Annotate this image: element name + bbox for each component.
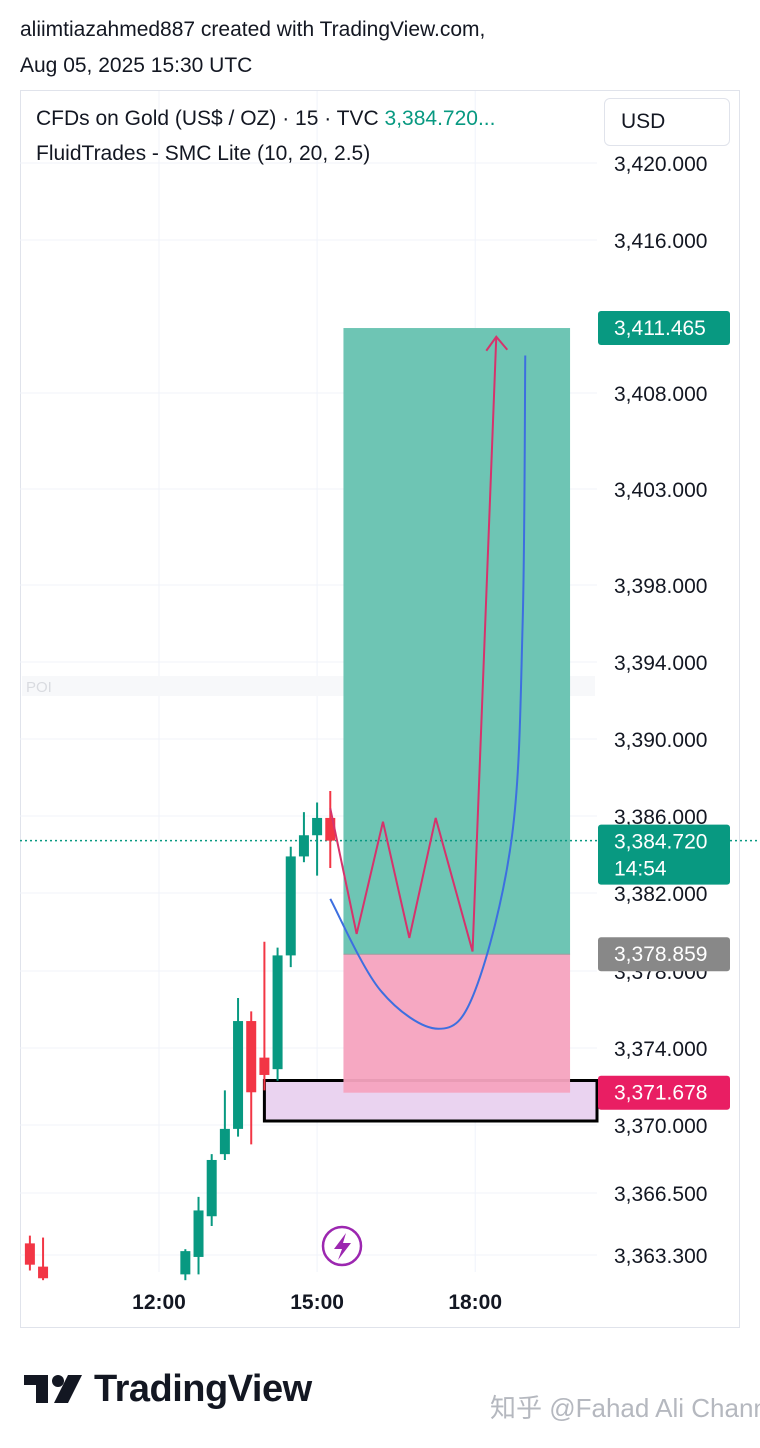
y-tick-label: 3,408.000 — [614, 383, 707, 406]
candle — [298, 812, 309, 863]
tradingview-brand: TradingView — [94, 1367, 312, 1410]
indicator-legend[interactable]: FluidTrades - SMC Lite (10, 20, 2.5) — [36, 142, 370, 166]
candle-body — [246, 1021, 257, 1093]
indicator-params: (10, 20, 2.5) — [256, 142, 371, 165]
symbol-name: CFDs on Gold (US$ / OZ) · 15 · TVC — [36, 107, 379, 130]
tradingview-logo[interactable]: TradingView — [22, 1366, 312, 1412]
y-axis-ticks: 3,420.000 3,416.000 3,408.000 3,403.000 3,39… — [614, 153, 707, 1268]
y-tick-label: 3,416.000 — [614, 230, 707, 253]
y-tick-label: 3,370.000 — [614, 1115, 707, 1138]
y-tick-label: 3,382.000 — [614, 883, 707, 906]
candle-body — [219, 1128, 230, 1155]
candle — [246, 1011, 257, 1145]
currency-button[interactable]: USD — [604, 98, 730, 146]
bar-countdown-text: 14:54 — [614, 858, 667, 881]
candle — [206, 1154, 217, 1226]
target-price-label — [598, 311, 730, 346]
chart-frame — [20, 90, 740, 1328]
candle-body — [272, 955, 283, 1070]
last-price-price-label — [598, 824, 730, 885]
lightning-event-icon[interactable] — [321, 1225, 363, 1267]
y-tick-label: 3,363.300 — [614, 1245, 707, 1268]
candle — [312, 802, 323, 876]
candle-body — [325, 817, 336, 841]
x-tick-label: 18:00 — [448, 1291, 502, 1314]
candle-body — [259, 1057, 270, 1075]
candle-body — [298, 835, 309, 857]
candle-body — [206, 1159, 217, 1217]
entry-price-text: 3,378.859 — [614, 943, 707, 966]
y-tick-label: 3,394.000 — [614, 652, 707, 675]
projected-path — [329, 336, 498, 952]
chart-date-line: Aug 05, 2025 15:30 UTC — [20, 54, 253, 77]
candle — [219, 1090, 230, 1160]
candles — [24, 790, 336, 1281]
projected-path-arrowhead — [485, 335, 509, 352]
candle — [38, 1237, 49, 1281]
y-tick-label: 3,374.000 — [614, 1038, 707, 1061]
indicator-name: FluidTrades - SMC Lite — [36, 142, 252, 165]
candle — [285, 846, 296, 968]
entry-price-label — [598, 937, 730, 972]
y-tick-label: 3,403.000 — [614, 479, 707, 502]
candle — [272, 947, 283, 1081]
x-tick-label: 12:00 — [132, 1291, 186, 1314]
x-tick-label: 15:00 — [290, 1291, 344, 1314]
last-price-price-text: 3,384.720 — [614, 831, 707, 854]
stop-price-label — [598, 1075, 730, 1110]
y-tick-label: 3,390.000 — [614, 729, 707, 752]
candle-body — [24, 1243, 35, 1265]
candle — [325, 790, 336, 868]
candle-body — [233, 1021, 244, 1129]
symbol-legend[interactable]: CFDs on Gold (US$ / OZ) · 15 · TVC 3,384… — [36, 107, 495, 131]
candle — [193, 1196, 204, 1275]
candle — [233, 997, 244, 1137]
x-axis-ticks: 12:00 15:00 18:00 — [132, 1291, 502, 1314]
projected-curve — [329, 355, 527, 1030]
y-tick-label: 3,366.500 — [614, 1183, 707, 1206]
stop-price-text: 3,371.678 — [614, 1082, 707, 1105]
y-tick-label: 3,420.000 — [614, 153, 707, 176]
tradingview-logo-icon — [24, 1375, 82, 1403]
chart-author-line: aliimtiazahmed887 created with TradingVi… — [20, 18, 486, 41]
take-profit-zone — [343, 328, 571, 955]
candle-body — [38, 1266, 49, 1279]
poi-zone-label: POI — [26, 679, 52, 696]
candle — [24, 1235, 35, 1271]
candle-body — [193, 1210, 204, 1257]
candle-body — [285, 856, 296, 956]
candle-body — [312, 817, 323, 836]
legend-last-price: 3,384.720... — [384, 107, 496, 130]
candle — [180, 1249, 191, 1281]
watermark-text: 知乎 @Fahad Ali Chann — [490, 1393, 760, 1423]
target-price-text: 3,411.465 — [614, 317, 706, 340]
candle-body — [180, 1251, 191, 1275]
y-tick-label: 3,398.000 — [614, 575, 707, 598]
y-tick-label: 3,386.000 — [614, 806, 707, 829]
candle — [259, 941, 270, 1091]
